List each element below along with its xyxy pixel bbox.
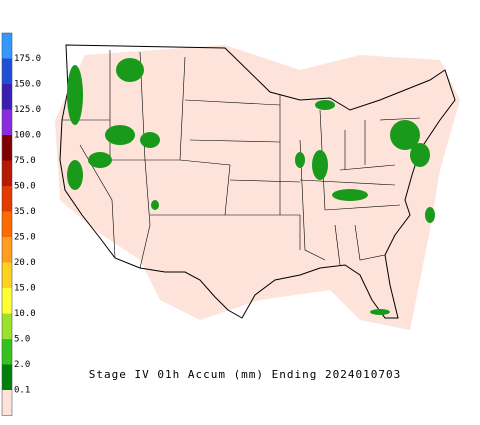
legend-label: 0.1 [14,386,30,396]
legend-swatch [2,109,12,135]
legend-label: 10.0 [14,309,36,319]
legend-swatch [2,84,12,110]
legend-label: 50.0 [14,182,36,192]
legend-swatch [2,364,12,390]
legend-label: 125.0 [14,105,41,115]
legend-label: 75.0 [14,156,36,166]
legend-label: 15.0 [14,284,36,294]
legend-swatch [2,390,12,416]
legend-label: 20.0 [14,258,36,268]
legend-swatch [2,58,12,84]
legend-swatch [2,288,12,314]
caption: Stage IV 01h Accum (mm) Ending 202401070… [89,368,402,381]
legend-label: 35.0 [14,207,36,217]
legend-swatch [2,186,12,212]
us-outline [59,44,456,319]
legend-swatch [2,313,12,339]
legend-label: 25.0 [14,233,36,243]
state-lines [62,50,421,269]
legend-frame [1,32,13,416]
legend-label: 2.0 [14,360,30,370]
legend-swatch [2,211,12,237]
legend-swatch [2,262,12,288]
legend-label: 5.0 [14,335,30,345]
coverage-area [55,45,460,330]
legend-swatch [2,339,12,365]
legend-label: 150.0 [14,80,41,90]
legend: 175.0 150.0 125.0 100.0 75.0 50.0 35.0 25.0 20.0… [1,32,41,416]
legend-swatch [2,135,12,161]
legend-label: 175.0 [14,54,41,64]
precip-areas [67,58,435,315]
legend-swatch [2,160,12,186]
legend-swatch [2,237,12,263]
legend-swatch [2,33,12,59]
legend-label: 100.0 [14,131,41,141]
